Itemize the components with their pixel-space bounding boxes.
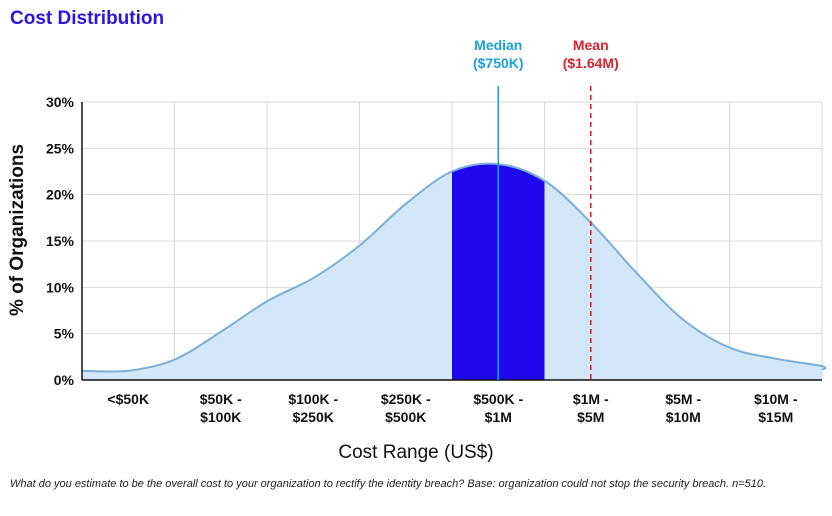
x-tick-label: $1M -$5M bbox=[573, 391, 609, 425]
y-tick-label: 0% bbox=[54, 372, 75, 388]
mean-label: Mean bbox=[573, 37, 609, 53]
x-tick-label: $5M -$10M bbox=[665, 391, 701, 425]
x-tick-label: $50K -$100K bbox=[200, 391, 242, 425]
x-tick-label: $10M -$15M bbox=[754, 391, 798, 425]
chart-title: Cost Distribution bbox=[10, 8, 165, 29]
y-tick-label: 5% bbox=[54, 326, 75, 342]
footnote: What do you estimate to be the overall c… bbox=[10, 478, 767, 490]
y-tick-label: 15% bbox=[46, 233, 75, 249]
x-tick-label: $100K -$250K bbox=[288, 391, 338, 425]
median-label: Median bbox=[474, 37, 522, 53]
x-tick-label: $500K -$1M bbox=[473, 391, 523, 425]
x-tick-label: <$50K bbox=[107, 391, 149, 407]
distribution-curve bbox=[81, 162, 827, 373]
x-tick-label: $250K -$500K bbox=[381, 391, 431, 425]
x-axis-title: Cost Range (US$) bbox=[338, 442, 494, 463]
mean-label: ($1.64M) bbox=[563, 55, 619, 71]
y-tick-label: 30% bbox=[46, 94, 75, 110]
y-tick-label: 10% bbox=[46, 279, 75, 295]
y-tick-label: 25% bbox=[46, 140, 75, 156]
median-label: ($750K) bbox=[473, 55, 524, 71]
y-tick-label: 20% bbox=[46, 187, 75, 203]
